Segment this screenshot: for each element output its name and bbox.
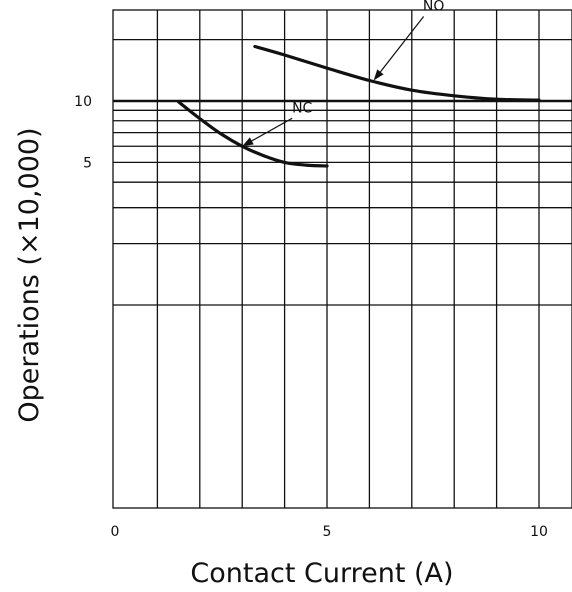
x-tick-label: 10	[530, 524, 548, 540]
plot-frame	[112, 9, 572, 509]
series-line-no	[253, 44, 541, 102]
annotation-label-nc: NC	[292, 100, 312, 116]
curve-annotations: NO NC	[242, 0, 445, 147]
series-curves	[177, 44, 541, 168]
x-axis-title: Contact Current (A)	[190, 558, 453, 589]
y-tick-label: 10	[74, 94, 92, 110]
x-tick-label: 0	[111, 524, 120, 540]
plot-grid	[112, 9, 572, 509]
y-tick-labels: 51050100	[74, 94, 92, 171]
annotation-arrow-nc	[242, 117, 293, 147]
x-tick-label: 5	[323, 524, 332, 540]
x-tick-labels: 0 5 10	[111, 524, 548, 540]
y-axis-title: Operations (×10,000)	[14, 127, 45, 422]
y-tick-label: 5	[83, 155, 92, 171]
annotation-arrow-no	[373, 16, 425, 81]
annotation-label-no: NO	[423, 0, 445, 15]
series-line-nc	[177, 100, 329, 168]
